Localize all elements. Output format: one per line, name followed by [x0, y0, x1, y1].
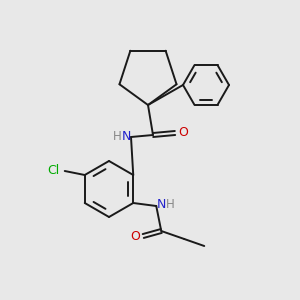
Text: Cl: Cl: [48, 164, 60, 178]
Text: H: H: [112, 130, 122, 142]
Text: H: H: [166, 197, 175, 211]
Text: N: N: [157, 197, 166, 211]
Text: O: O: [130, 230, 140, 242]
Text: O: O: [178, 127, 188, 140]
Text: N: N: [121, 130, 131, 142]
